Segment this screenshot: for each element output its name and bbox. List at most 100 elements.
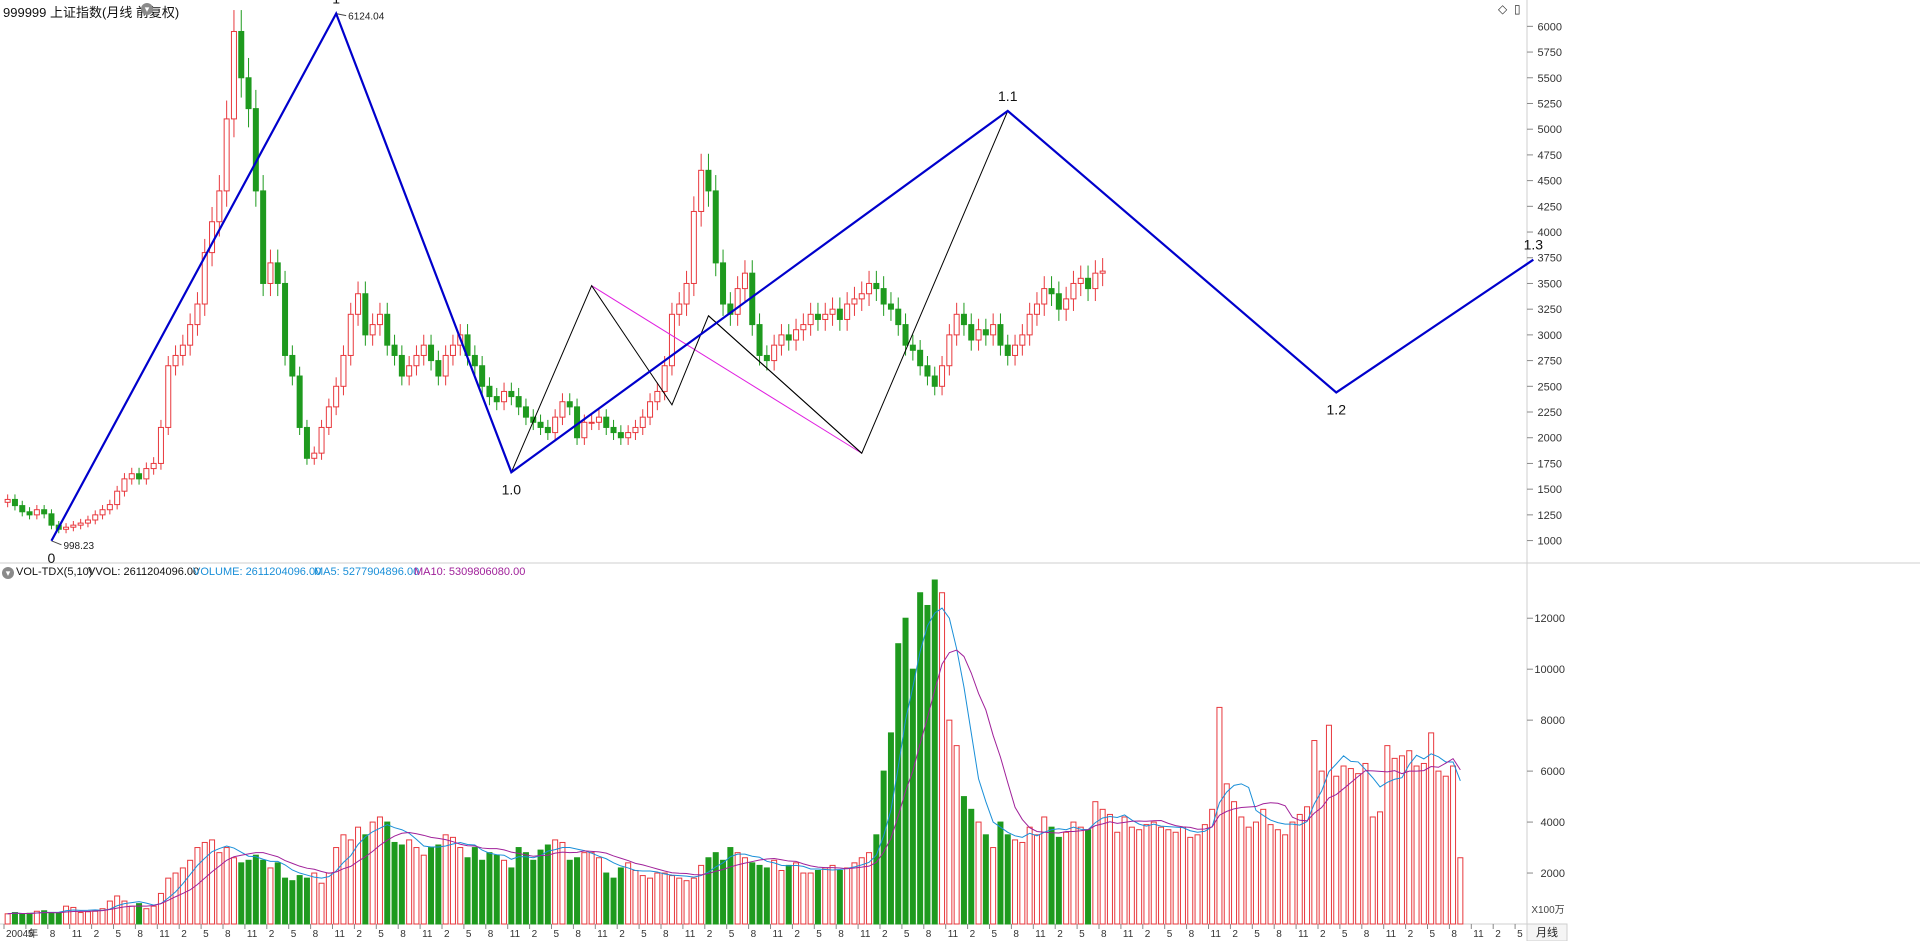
candle[interactable] bbox=[106, 504, 113, 511]
candle[interactable] bbox=[369, 324, 376, 336]
volume-bar[interactable] bbox=[501, 859, 508, 925]
candle[interactable] bbox=[909, 344, 916, 351]
candle[interactable] bbox=[303, 426, 310, 459]
candle[interactable] bbox=[1004, 344, 1011, 356]
volume-bar[interactable] bbox=[595, 857, 602, 925]
volume-bar[interactable] bbox=[230, 857, 237, 925]
candle[interactable] bbox=[1012, 344, 1019, 356]
volume-bar[interactable] bbox=[48, 912, 55, 925]
volume-bar[interactable] bbox=[1209, 808, 1216, 925]
candle[interactable] bbox=[588, 421, 595, 424]
candle[interactable] bbox=[391, 344, 398, 356]
volume-bar[interactable] bbox=[1033, 834, 1040, 925]
volume-bar[interactable] bbox=[479, 859, 486, 925]
volume-bar[interactable] bbox=[734, 852, 741, 925]
volume-bar[interactable] bbox=[41, 910, 48, 925]
volume-bar[interactable] bbox=[530, 859, 537, 925]
volume-bar[interactable] bbox=[413, 847, 420, 925]
volume-bar[interactable] bbox=[1172, 831, 1179, 925]
volume-bar[interactable] bbox=[4, 913, 11, 925]
candle[interactable] bbox=[201, 252, 208, 305]
candle[interactable] bbox=[1019, 334, 1026, 346]
volume-bar[interactable] bbox=[917, 592, 924, 925]
candle[interactable] bbox=[807, 313, 814, 326]
volume-bar[interactable] bbox=[238, 862, 245, 925]
volume-bar[interactable] bbox=[1150, 821, 1157, 925]
volume-bar[interactable] bbox=[1201, 824, 1208, 925]
candle[interactable] bbox=[413, 354, 420, 367]
candle[interactable] bbox=[734, 288, 741, 315]
volume-bar[interactable] bbox=[603, 872, 610, 925]
diamond-icon[interactable]: ◇ bbox=[1498, 2, 1508, 16]
volume-bar[interactable] bbox=[1347, 768, 1354, 925]
candle[interactable] bbox=[1041, 288, 1048, 305]
volume-bar[interactable] bbox=[1333, 775, 1340, 925]
candle[interactable] bbox=[851, 298, 858, 305]
candle[interactable] bbox=[77, 522, 84, 526]
candle[interactable] bbox=[778, 334, 785, 346]
candle[interactable] bbox=[610, 426, 617, 434]
volume-bar[interactable] bbox=[1092, 801, 1099, 925]
volume-bar[interactable] bbox=[209, 839, 216, 925]
candle[interactable] bbox=[92, 514, 99, 521]
candle[interactable] bbox=[150, 462, 157, 470]
volume-bar[interactable] bbox=[946, 719, 953, 925]
volume-bar[interactable] bbox=[1063, 831, 1070, 925]
volume-bar[interactable] bbox=[610, 877, 617, 925]
volume-bar[interactable] bbox=[1114, 831, 1121, 925]
volume-bar[interactable] bbox=[1304, 806, 1311, 925]
volume-bar[interactable] bbox=[1070, 821, 1077, 925]
candle[interactable] bbox=[362, 293, 369, 336]
volume-bar[interactable] bbox=[566, 859, 573, 925]
volume-bar[interactable] bbox=[880, 770, 887, 925]
volume-bar[interactable] bbox=[355, 826, 362, 925]
volume-bar[interactable] bbox=[428, 847, 435, 925]
candle[interactable] bbox=[376, 313, 383, 326]
volume-bar[interactable] bbox=[858, 857, 865, 925]
volume-bar[interactable] bbox=[683, 880, 690, 925]
candle[interactable] bbox=[668, 313, 675, 367]
candle[interactable] bbox=[917, 349, 924, 367]
volume-bar[interactable] bbox=[1128, 826, 1135, 925]
volume-bar[interactable] bbox=[55, 912, 62, 925]
volume-bar[interactable] bbox=[559, 841, 566, 925]
volume-bar[interactable] bbox=[720, 859, 727, 925]
volume-bar[interactable] bbox=[763, 867, 770, 925]
candle[interactable] bbox=[471, 354, 478, 367]
candle[interactable] bbox=[1099, 270, 1106, 274]
volume-bar[interactable] bbox=[931, 579, 938, 925]
volume-bar[interactable] bbox=[1085, 829, 1092, 925]
candle[interactable] bbox=[179, 344, 186, 356]
candle[interactable] bbox=[698, 169, 705, 212]
volume-bar[interactable] bbox=[1136, 829, 1143, 925]
volume-bar[interactable] bbox=[1450, 765, 1457, 925]
candle[interactable] bbox=[63, 526, 70, 530]
volume-bar[interactable] bbox=[376, 816, 383, 925]
volume-bar[interactable] bbox=[33, 910, 40, 925]
candle[interactable] bbox=[333, 385, 340, 408]
candle[interactable] bbox=[428, 344, 435, 362]
volume-bar[interactable] bbox=[464, 857, 471, 925]
candle[interactable] bbox=[763, 354, 770, 362]
candle[interactable] bbox=[260, 190, 267, 284]
volume-bar[interactable] bbox=[77, 912, 84, 925]
volume-bar[interactable] bbox=[333, 847, 340, 925]
volume-bar[interactable] bbox=[1158, 826, 1165, 925]
volume-bar[interactable] bbox=[836, 869, 843, 925]
candle[interactable] bbox=[661, 365, 668, 392]
candle[interactable] bbox=[486, 385, 493, 398]
volume-bar[interactable] bbox=[1260, 808, 1267, 925]
volume-bar[interactable] bbox=[435, 844, 442, 925]
candle[interactable] bbox=[1092, 272, 1099, 290]
volume-bar[interactable] bbox=[829, 864, 836, 925]
volume-bar[interactable] bbox=[143, 908, 150, 925]
volume-bar[interactable] bbox=[690, 877, 697, 925]
volume-bar[interactable] bbox=[384, 821, 391, 925]
candle[interactable] bbox=[435, 360, 442, 377]
candle[interactable] bbox=[1063, 298, 1070, 310]
candle[interactable] bbox=[829, 308, 836, 315]
candle[interactable] bbox=[931, 375, 938, 387]
candle[interactable] bbox=[48, 513, 55, 526]
volume-bar[interactable] bbox=[537, 849, 544, 925]
candle[interactable] bbox=[712, 190, 719, 264]
